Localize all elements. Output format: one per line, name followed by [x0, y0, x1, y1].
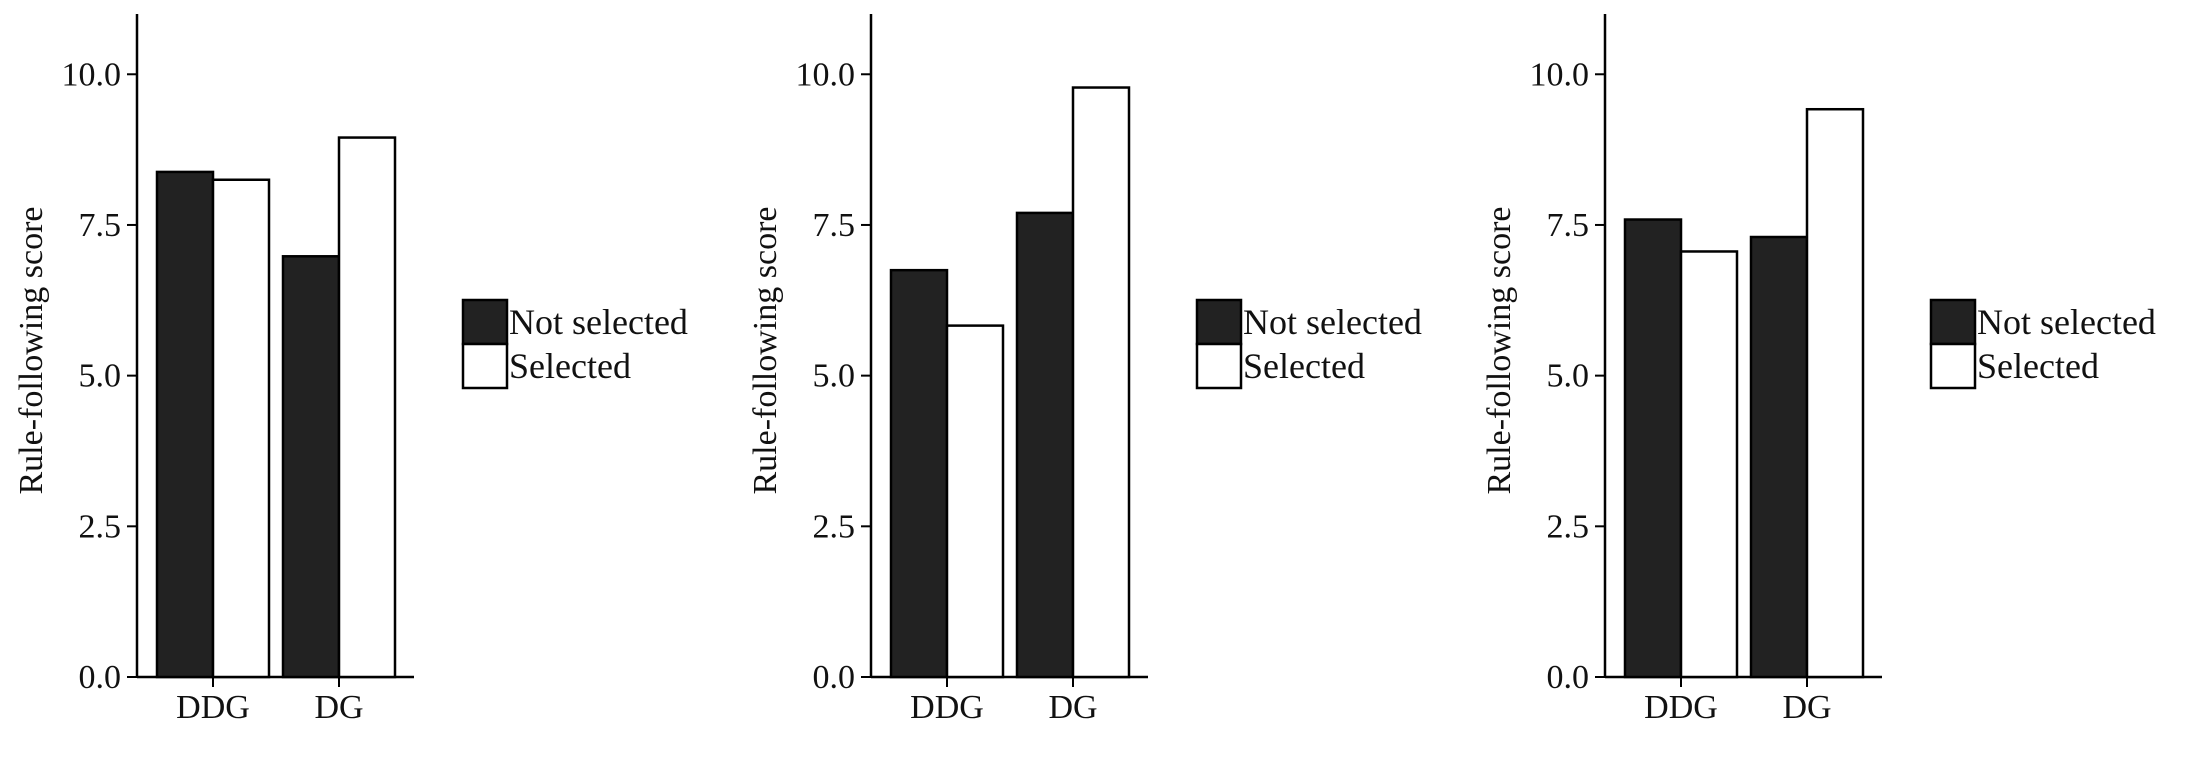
bar-selected-ddg	[211, 178, 271, 679]
legend-key-not-selected	[1929, 298, 1977, 346]
legend-label-not-selected: Not selected	[1977, 302, 2156, 342]
legend-label-selected: Selected	[509, 346, 631, 386]
y-tick-label: 5.0	[1547, 358, 1590, 395]
y-tick-label: 10.0	[62, 56, 122, 93]
y-tick-label: 2.5	[813, 508, 856, 545]
y-axis-title: Rule-following score	[1481, 207, 1518, 495]
y-axis-title: Rule-following score	[747, 207, 784, 495]
chart-panel-3: 0.0 2.5 5.0 7.5 10.0 Rule-following score DDG D…	[1481, 14, 2156, 726]
bar-not-selected-ddg	[1623, 218, 1683, 679]
legend-label-selected: Selected	[1243, 346, 1365, 386]
bar-selected-dg	[1805, 107, 1865, 679]
y-tick-label: 2.5	[1547, 508, 1590, 545]
y-tick-label: 0.0	[79, 659, 122, 696]
bar-selected-dg	[1071, 86, 1131, 679]
y-tick-label: 7.5	[813, 207, 856, 244]
x-tick-label-dg: DG	[1782, 689, 1831, 726]
legend-label-not-selected: Not selected	[1243, 302, 1422, 342]
bar-not-selected-ddg	[889, 268, 949, 679]
y-axis-title: Rule-following score	[13, 207, 50, 495]
legend-key-selected	[1929, 342, 1977, 390]
bar-not-selected-ddg	[155, 170, 215, 679]
bar-selected-ddg	[945, 324, 1005, 679]
y-tick-label: 5.0	[813, 358, 856, 395]
y-tick-label: 7.5	[1547, 207, 1590, 244]
y-tick-label: 7.5	[79, 207, 122, 244]
bar-not-selected-dg	[1015, 211, 1075, 679]
x-tick-label-dg: DG	[314, 689, 363, 726]
bar-not-selected-dg	[1749, 235, 1809, 679]
y-tick-label: 10.0	[1530, 56, 1590, 93]
y-tick-label: 0.0	[813, 659, 856, 696]
legend-key-not-selected	[461, 298, 509, 346]
legend-key-selected	[1195, 342, 1243, 390]
x-tick-label-dg: DG	[1048, 689, 1097, 726]
legend-label-not-selected: Not selected	[509, 302, 688, 342]
y-tick-label: 5.0	[79, 358, 122, 395]
chart-panel-1: 0.0 2.5 5.0 7.5 10.0 Rule-following score DDG D…	[13, 14, 688, 726]
legend-key-selected	[461, 342, 509, 390]
legend-label-selected: Selected	[1977, 346, 2099, 386]
legend-key-not-selected	[1195, 298, 1243, 346]
y-tick-label: 10.0	[796, 56, 856, 93]
chart-panel-2: 0.0 2.5 5.0 7.5 10.0 Rule-following score DDG D…	[747, 14, 1422, 726]
y-tick-label: 0.0	[1547, 659, 1590, 696]
bar-selected-ddg	[1679, 250, 1739, 679]
bar-not-selected-dg	[281, 255, 341, 679]
x-tick-label-ddg: DDG	[1644, 689, 1718, 726]
bar-selected-dg	[337, 136, 397, 679]
x-tick-label-ddg: DDG	[910, 689, 984, 726]
y-tick-label: 2.5	[79, 508, 122, 545]
x-tick-label-ddg: DDG	[176, 689, 250, 726]
